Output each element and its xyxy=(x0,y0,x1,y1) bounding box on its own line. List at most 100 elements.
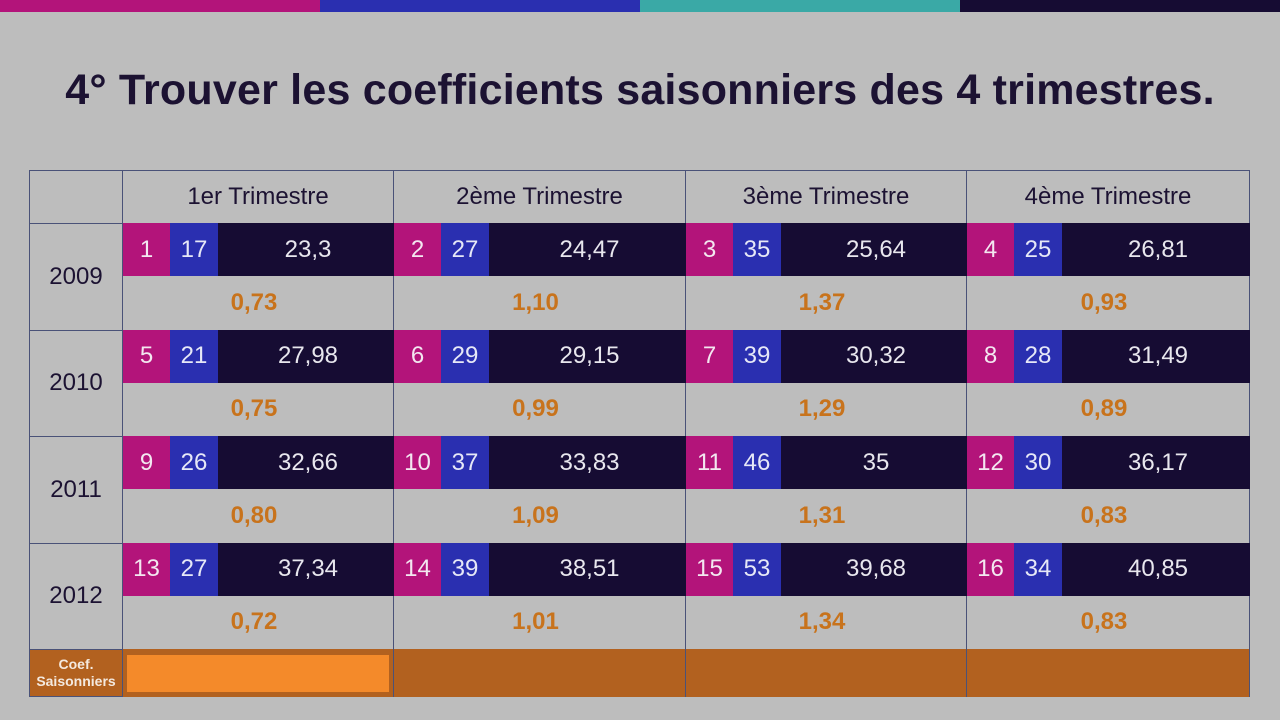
quarter-data-cell: 1 17 23,3 xyxy=(123,223,394,276)
trend-value: 33,83 xyxy=(559,448,620,476)
seasonal-coefficient-cell[interactable] xyxy=(967,649,1250,697)
seasonal-ratio-value: 1,34 xyxy=(798,608,846,636)
table-corner-cell xyxy=(29,170,123,223)
period-index: 13 xyxy=(123,542,170,596)
observed-value: 21 xyxy=(170,329,218,383)
trend-value: 31,49 xyxy=(1127,342,1189,369)
year-label: 2011 xyxy=(29,436,123,543)
quarter-data-cell: 8 28 31,49 xyxy=(967,329,1250,383)
trend-value: 37,34 xyxy=(277,555,339,582)
period-index: 4 xyxy=(967,223,1014,276)
period-index: 5 xyxy=(123,329,170,383)
quarter-header: 1er Trimestre xyxy=(123,170,394,223)
seasonal-ratio-value: 1,37 xyxy=(798,288,846,316)
trend-value: 27,98 xyxy=(277,342,339,369)
observed-value: 17 xyxy=(170,223,218,276)
year-label: 2009 xyxy=(29,223,123,330)
seasonal-ratio-cell: 0,80 xyxy=(123,489,394,543)
seasonal-ratio-value: 1,31 xyxy=(798,501,846,529)
quarter-data-cell: 16 34 40,85 xyxy=(967,542,1250,596)
seasonal-ratio-value: 0,80 xyxy=(230,501,278,529)
slide-title: 4° Trouver les coefficients saisonniers … xyxy=(65,66,1215,114)
quarter-data-cell: 9 26 32,66 xyxy=(123,436,394,489)
seasonal-ratio-value: 0,99 xyxy=(512,395,559,423)
seasonal-ratio-cell: 0,72 xyxy=(123,595,394,649)
period-index: 6 xyxy=(394,329,441,383)
observed-value: 30 xyxy=(1014,436,1062,489)
trend-value: 23,3 xyxy=(284,235,332,263)
observed-value: 26 xyxy=(170,436,218,489)
quarter-data-cell: 13 27 37,34 xyxy=(123,542,394,596)
quarter-data-cell: 15 53 39,68 xyxy=(686,542,967,596)
trend-value: 36,17 xyxy=(1127,448,1189,476)
quarter-header: 2ème Trimestre xyxy=(394,170,686,223)
quarter-data-cell: 10 37 33,83 xyxy=(394,436,686,489)
footer-label-line: Saisonniers xyxy=(36,673,116,689)
trend-value: 40,85 xyxy=(1127,555,1189,582)
observed-value: 39 xyxy=(441,542,489,596)
seasonal-ratio-cell: 0,75 xyxy=(123,382,394,436)
period-index: 11 xyxy=(686,436,733,489)
top-bar-segment-navy xyxy=(960,0,1280,12)
seasonal-ratio-cell: 0,83 xyxy=(967,595,1250,649)
seasonal-ratio-cell: 0,83 xyxy=(967,489,1250,543)
period-index: 3 xyxy=(686,223,733,276)
observed-value: 37 xyxy=(441,436,489,489)
trend-value: 39,68 xyxy=(845,555,907,582)
trend-value: 38,51 xyxy=(559,555,620,582)
quarter-data-cell: 4 25 26,81 xyxy=(967,223,1250,276)
top-color-bar xyxy=(0,0,1280,12)
seasonal-ratio-value: 1,29 xyxy=(798,395,846,423)
seasonal-ratio-cell: 1,34 xyxy=(686,595,967,649)
seasonal-ratio-cell: 0,93 xyxy=(967,276,1250,330)
seasonal-ratio-value: 0,89 xyxy=(1080,395,1128,423)
seasonal-ratio-cell: 0,89 xyxy=(967,382,1250,436)
seasonal-ratio-cell: 1,37 xyxy=(686,276,967,330)
seasonal-coefficient-input-highlight[interactable] xyxy=(127,655,389,692)
year-label: 2010 xyxy=(29,329,123,436)
period-index: 9 xyxy=(123,436,170,489)
seasonal-ratio-cell: 0,73 xyxy=(123,276,394,330)
seasonal-ratio-value: 0,72 xyxy=(230,608,278,636)
quarter-data-cell: 6 29 29,15 xyxy=(394,329,686,383)
seasonal-ratio-cell: 1,01 xyxy=(394,595,686,649)
top-bar-segment-magenta xyxy=(0,0,320,12)
seasonal-ratio-value: 0,75 xyxy=(230,395,278,423)
quarter-data-cell: 14 39 38,51 xyxy=(394,542,686,596)
trend-value: 24,47 xyxy=(559,235,620,263)
trend-value: 25,64 xyxy=(845,235,907,263)
seasonal-ratio-cell: 1,31 xyxy=(686,489,967,543)
seasonal-ratio-value: 0,83 xyxy=(1080,608,1128,636)
period-index: 12 xyxy=(967,436,1014,489)
quarter-data-cell: 12 30 36,17 xyxy=(967,436,1250,489)
seasonal-ratio-cell: 1,09 xyxy=(394,489,686,543)
seasonal-ratio-value: 1,10 xyxy=(512,288,559,316)
period-index: 7 xyxy=(686,329,733,383)
period-index: 10 xyxy=(394,436,441,489)
footer-label-line: Coef. xyxy=(58,656,94,672)
quarter-header: 3ème Trimestre xyxy=(686,170,967,223)
trend-value: 30,32 xyxy=(845,342,907,369)
period-index: 8 xyxy=(967,329,1014,383)
seasonal-coefficient-cell[interactable] xyxy=(394,649,686,697)
period-index: 14 xyxy=(394,542,441,596)
seasonal-coefficient-cell[interactable] xyxy=(686,649,967,697)
quarter-header: 4ème Trimestre xyxy=(967,170,1250,223)
observed-value: 25 xyxy=(1014,223,1062,276)
period-index: 2 xyxy=(394,223,441,276)
observed-value: 34 xyxy=(1014,542,1062,596)
seasonal-ratio-cell: 1,10 xyxy=(394,276,686,330)
quarter-data-cell: 2 27 24,47 xyxy=(394,223,686,276)
seasonal-coefficient-cell[interactable] xyxy=(123,649,394,697)
seasonal-ratio-value: 0,83 xyxy=(1080,501,1128,529)
top-bar-segment-blue xyxy=(320,0,640,12)
trend-value: 29,15 xyxy=(559,342,620,369)
seasonal-ratio-cell: 1,29 xyxy=(686,382,967,436)
observed-value: 27 xyxy=(441,223,489,276)
seasonal-ratio-cell: 0,99 xyxy=(394,382,686,436)
seasonal-ratio-value: 1,09 xyxy=(512,501,559,529)
observed-value: 39 xyxy=(733,329,781,383)
observed-value: 27 xyxy=(170,542,218,596)
observed-value: 29 xyxy=(441,329,489,383)
seasonal-ratio-value: 0,93 xyxy=(1080,288,1128,316)
